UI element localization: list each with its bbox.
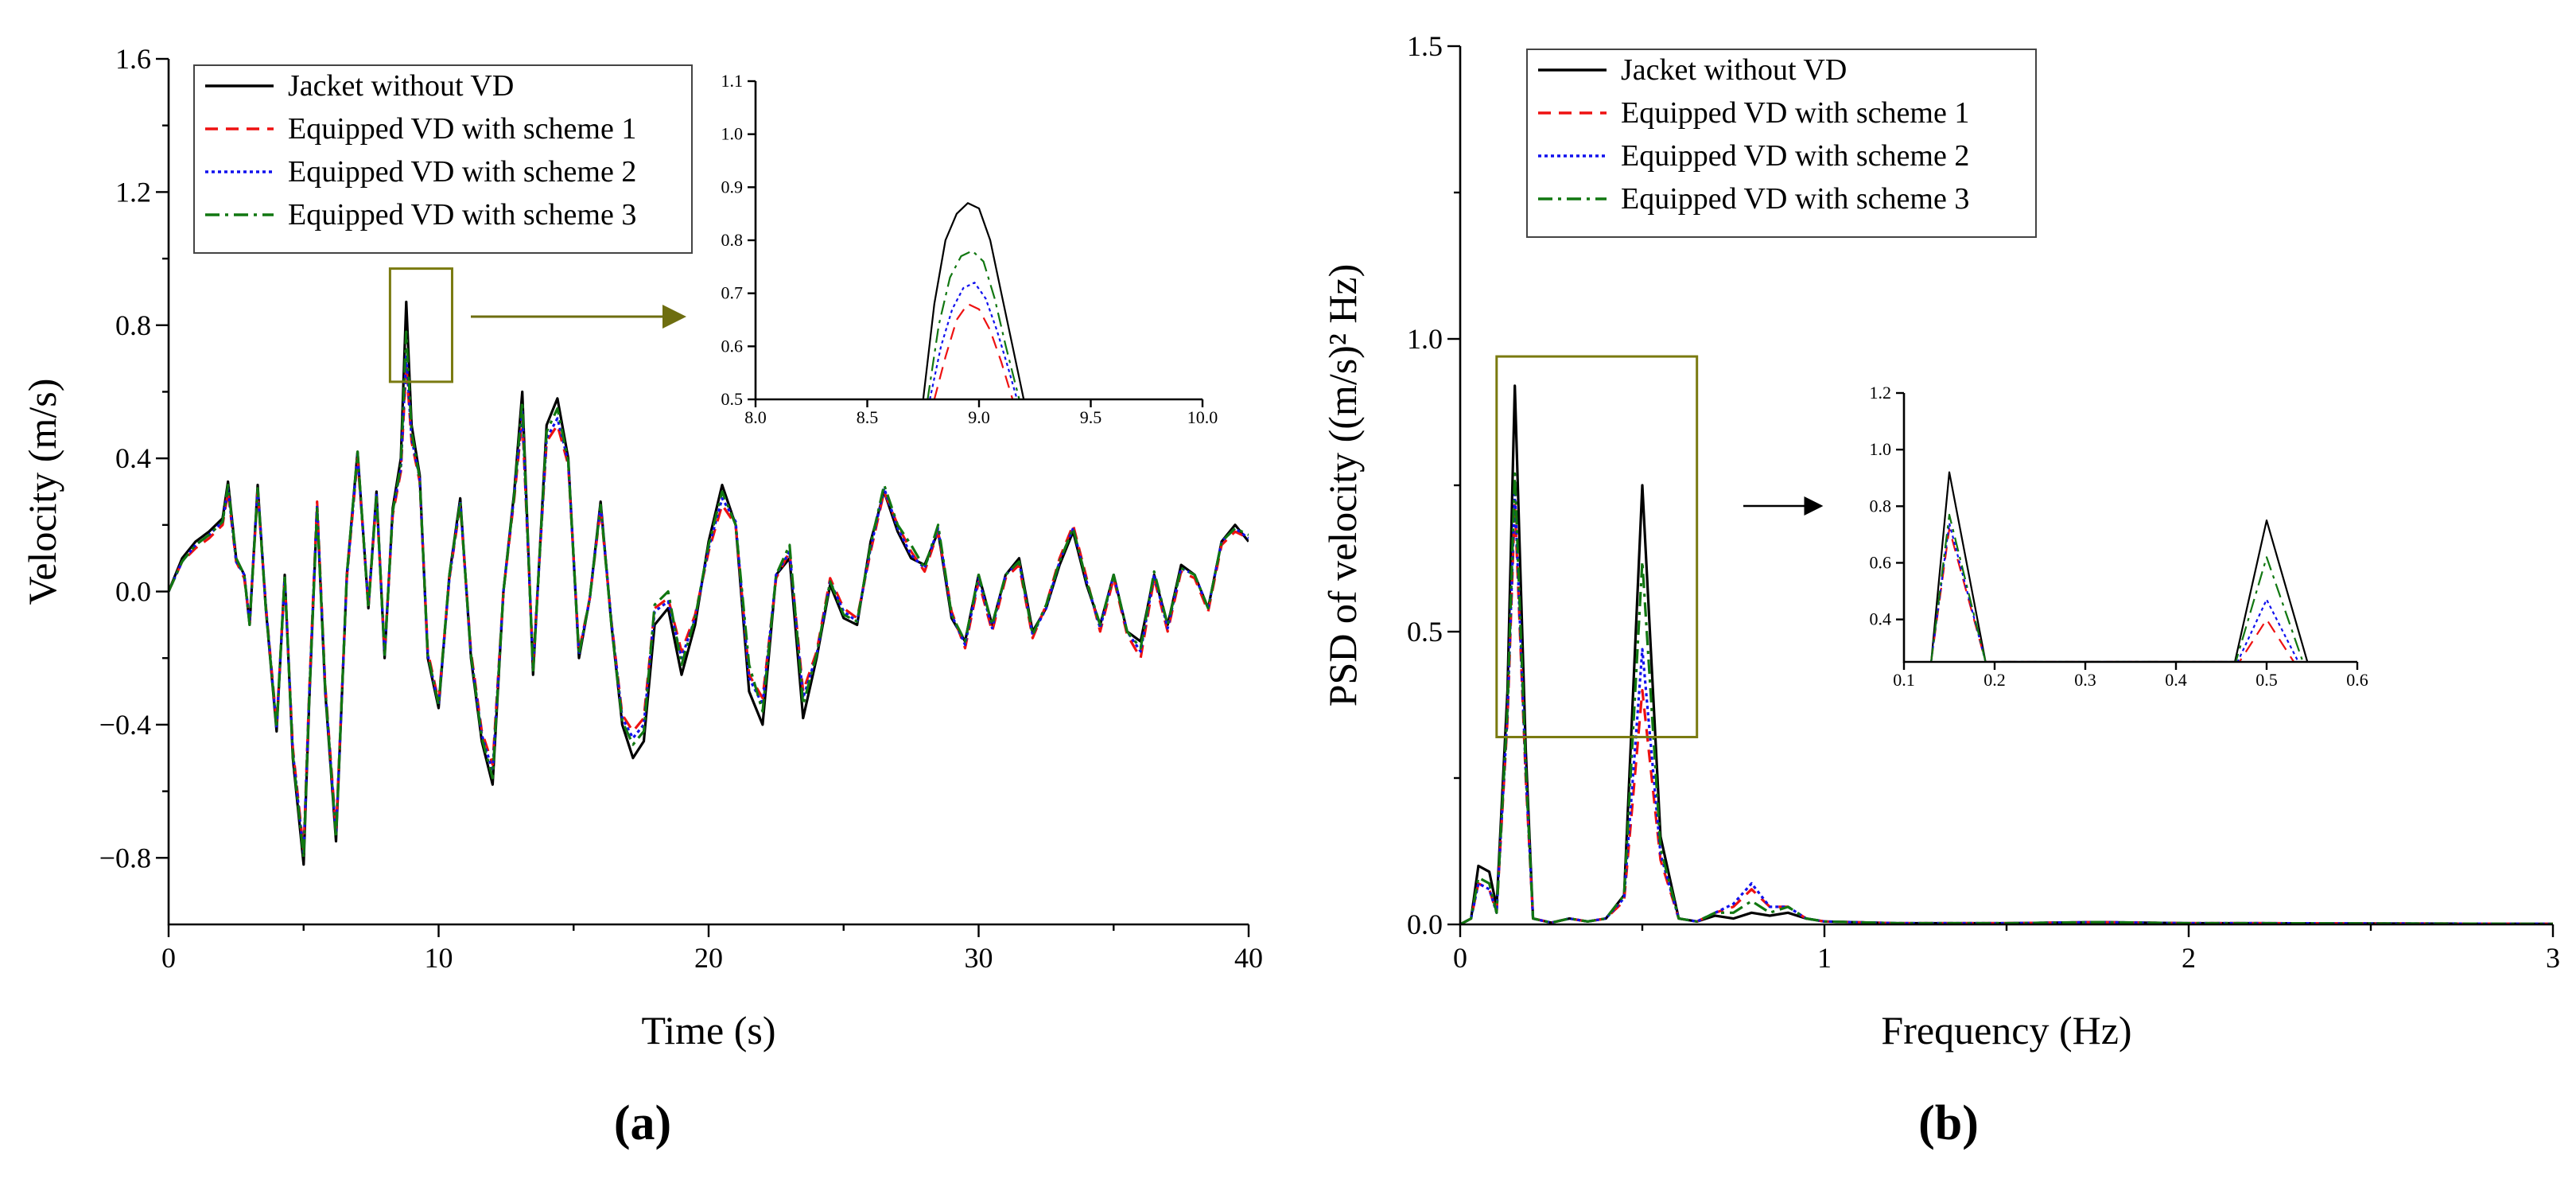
y-tick-label: 1.1	[721, 71, 744, 91]
chart-a-legend: Jacket without VD Equipped VD with scheme…	[193, 64, 693, 254]
legend-label: Equipped VD with scheme 3	[1621, 182, 1969, 216]
chart-a-series	[169, 300, 1249, 866]
legend-label: Equipped VD with scheme 2	[1621, 139, 1969, 173]
y-tick-label: 1.5	[1407, 30, 1443, 62]
x-tick-label: 1	[1817, 942, 1832, 974]
y-tick-label: 0.0	[1407, 909, 1443, 940]
zoom-box	[388, 267, 453, 383]
y-tick-label: 0.5	[721, 389, 744, 409]
y-tick-label: 1.0	[721, 124, 744, 144]
chart-a-inset-series	[922, 202, 1025, 399]
y-tick-label: 1.6	[115, 43, 151, 75]
y-tick-label: 0.6	[721, 336, 744, 356]
zoom-arrows	[471, 305, 1824, 516]
y-tick-label: 0.9	[721, 177, 744, 196]
legend-label: Jacket without VD	[1621, 53, 1847, 87]
chart-b-inset: 0.1 0.2 0.3 0.4 0.5 0.6 0.4 0.6 0.8 1.0 1.2	[1870, 383, 2368, 690]
x-tick-label: 9.5	[1080, 407, 1102, 427]
y-axis-label: Velocity (m/s)	[20, 379, 64, 605]
legend-label: Equipped VD with scheme 2	[288, 155, 636, 189]
series-line-4	[169, 330, 1249, 859]
x-tick-label: 8.0	[744, 407, 767, 427]
panel-label-b: (b)	[1918, 1096, 1979, 1150]
x-axis-label: Time (s)	[641, 1008, 775, 1053]
panel-label-a: (a)	[614, 1096, 671, 1150]
x-tick-label: 0.6	[2346, 670, 2368, 690]
y-tick-label: 0.4	[1870, 609, 1892, 629]
y-tick-label: 1.0	[1870, 439, 1892, 459]
y-tick-label: −0.4	[99, 709, 151, 741]
x-tick-label: 40	[1234, 942, 1263, 974]
y-tick-label: 0.0	[115, 576, 151, 608]
x-tick-label: 9.0	[968, 407, 990, 427]
chart-b: 0 1 2 3 0.0 0.5 1.0 1.5 Frequency (Hz) PSD of vel…	[1320, 30, 2560, 1053]
y-tick-label: 0.8	[721, 230, 744, 250]
y-tick-label: 0.8	[115, 309, 151, 341]
series-line-4	[1930, 513, 2304, 662]
x-tick-label: 0.1	[1893, 670, 1915, 690]
y-tick-label: 0.6	[1870, 552, 1892, 572]
x-tick-label: 30	[965, 942, 993, 974]
y-tick-label: 1.2	[1870, 383, 1892, 403]
chart-a-inset: 8.0 8.5 9.0 9.5 10.0 0.5 0.6 0.7 0.8 0.9 1.0 1.1	[721, 71, 1218, 427]
y-tick-label: 0.5	[1407, 616, 1443, 648]
x-tick-label: 8.5	[857, 407, 879, 427]
x-tick-label: 0.3	[2074, 670, 2096, 690]
x-tick-label: 3	[2546, 942, 2560, 974]
y-tick-label: 0.4	[115, 442, 151, 474]
legend-label: Equipped VD with scheme 1	[1621, 96, 1969, 130]
y-tick-label: 0.7	[721, 283, 744, 303]
series-line-1	[1930, 471, 2309, 662]
series-line-3	[1460, 489, 2553, 924]
series-line-3	[929, 282, 1018, 399]
chart-b-legend: Jacket without VD Equipped VD with scheme…	[1526, 49, 2037, 238]
x-tick-label: 0.5	[2255, 670, 2278, 690]
legend-label: Jacket without VD	[288, 69, 514, 103]
series-line-2	[933, 302, 1014, 399]
legend-label: Equipped VD with scheme 3	[288, 198, 636, 232]
chart-b-series	[1460, 384, 2553, 924]
series-line-2	[1930, 527, 2295, 662]
y-axis-label: PSD of velocity ((m/s)² Hz)	[1320, 264, 1365, 707]
y-tick-label: 0.8	[1870, 496, 1892, 516]
series-line-4	[1460, 472, 2553, 924]
x-tick-label: 0.2	[1983, 670, 2006, 690]
y-tick-label: 1.2	[115, 176, 151, 208]
series-line-4	[927, 250, 1020, 399]
x-tick-label: 20	[694, 942, 723, 974]
y-tick-label: −0.8	[99, 842, 151, 874]
x-tick-label: 10	[425, 942, 453, 974]
x-axis-label: Frequency (Hz)	[1881, 1008, 2131, 1053]
x-tick-label: 2	[2182, 942, 2196, 974]
zoom-box	[1495, 355, 1699, 738]
series-line-1	[922, 202, 1025, 399]
x-tick-label: 0	[161, 942, 176, 974]
legend-label: Equipped VD with scheme 1	[288, 112, 636, 146]
chart-a: 0 10 20 30 40 −0.8 −0.4 0.0 0.4 0.8 1.2 1.6 Time (s)…	[20, 43, 1263, 1053]
chart-b-inset-series	[1930, 471, 2309, 662]
y-tick-label: 1.0	[1407, 323, 1443, 355]
x-tick-label: 0.4	[2165, 670, 2187, 690]
x-tick-label: 10.0	[1187, 407, 1218, 427]
x-tick-label: 0	[1453, 942, 1467, 974]
